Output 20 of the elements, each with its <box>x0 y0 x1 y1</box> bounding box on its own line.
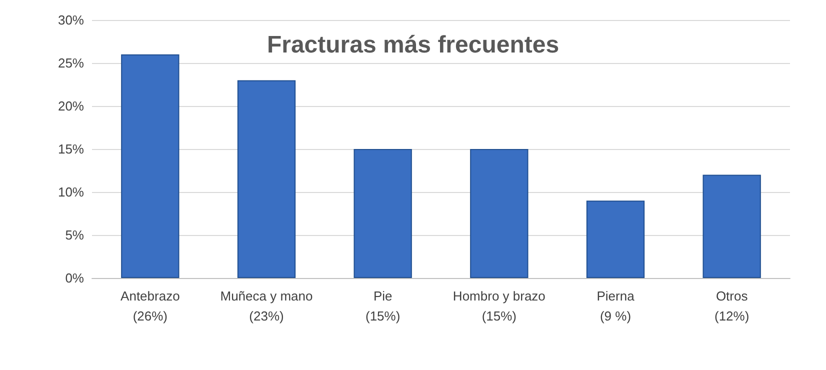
bar <box>354 149 412 278</box>
x-tick-label: Otros (12%) <box>714 288 750 324</box>
y-tick-label: 0% <box>65 270 84 286</box>
bar <box>702 174 761 278</box>
x-tick-label: Hombro y brazo (15%) <box>452 288 546 324</box>
text: Fracturas más frecuentes <box>266 32 560 58</box>
bar <box>470 149 528 278</box>
y-tick-label: 10% <box>58 184 84 200</box>
y-tick-label: 5% <box>65 228 84 242</box>
x-tick-label: Pie (15%) <box>365 288 400 324</box>
y-tick-label: 15% <box>58 142 84 156</box>
bar <box>121 54 180 278</box>
x-tick-label: Pierna (9 %) <box>596 288 636 324</box>
x-tick-label: Antebrazo (26%) <box>120 288 180 324</box>
bar <box>586 200 645 278</box>
y-tick-label: 25% <box>58 56 84 70</box>
bar <box>237 80 296 278</box>
y-tick-label: 30% <box>58 12 84 28</box>
y-tick-label: 20% <box>58 98 84 114</box>
x-tick-label: Muñeca y mano (23%) <box>220 288 313 324</box>
